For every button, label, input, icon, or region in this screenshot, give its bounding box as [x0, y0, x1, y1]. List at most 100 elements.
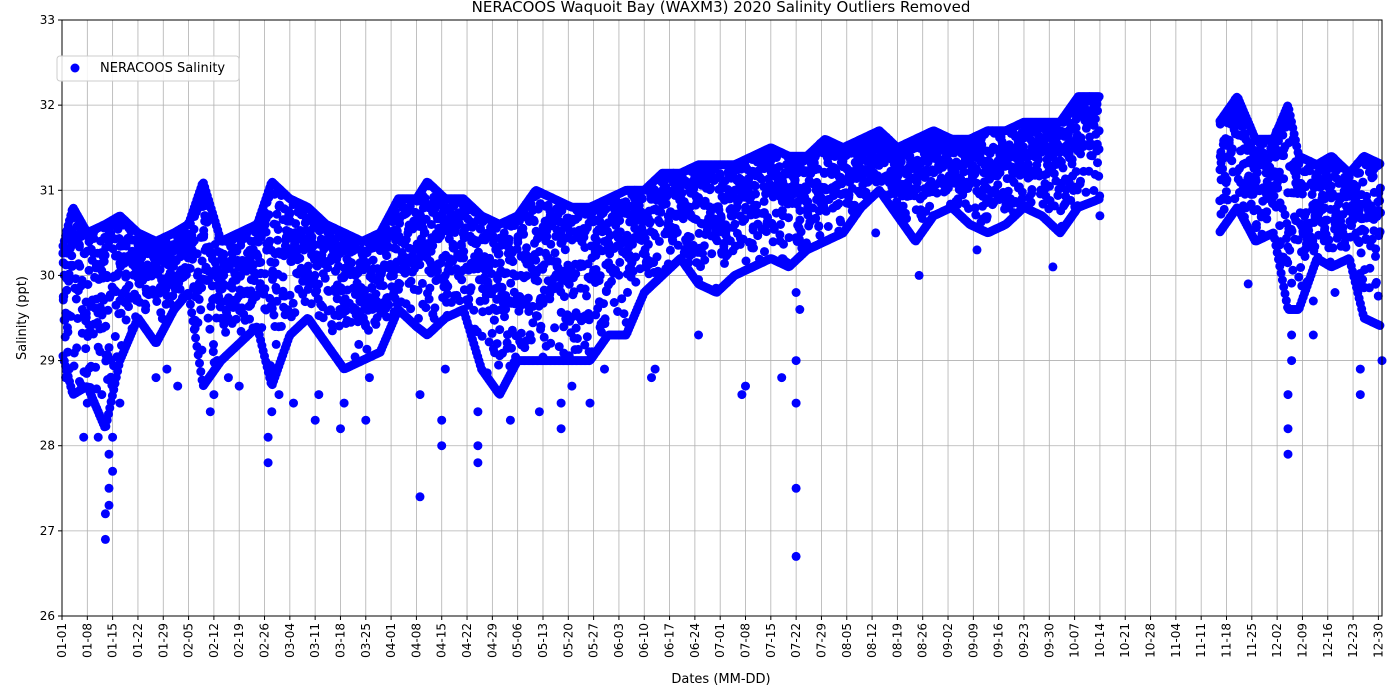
salinity-point [323, 285, 333, 295]
salinity-point [382, 251, 392, 261]
salinity-point [271, 339, 281, 349]
salinity-point [495, 258, 505, 268]
salinity-point [477, 331, 487, 341]
salinity-point [546, 239, 556, 249]
salinity-point [507, 343, 516, 353]
salinity-point [1224, 135, 1234, 145]
salinity-point [912, 184, 922, 194]
salinity-point [318, 313, 328, 323]
salinity-point [550, 248, 560, 258]
salinity-point [175, 284, 185, 294]
salinity-point [504, 234, 514, 244]
salinity-point [1045, 181, 1054, 191]
salinity-point [821, 206, 831, 216]
salinity-point [395, 279, 405, 289]
salinity-point [753, 231, 763, 241]
salinity-point [554, 342, 564, 352]
salinity-point [993, 180, 1003, 190]
salinity-point [802, 185, 812, 195]
salinity-point [1076, 176, 1085, 186]
salinity-point [187, 308, 197, 318]
salinity-point [74, 240, 84, 250]
salinity-point [1058, 163, 1068, 173]
salinity-point [378, 281, 388, 291]
salinity-point [425, 283, 435, 293]
salinity-point [469, 305, 479, 315]
salinity-point [685, 232, 695, 242]
salinity-point [278, 272, 288, 282]
salinity-point [273, 235, 283, 245]
salinity-point [245, 314, 254, 324]
salinity-point [347, 258, 357, 268]
salinity-point [269, 310, 279, 320]
salinity-point [796, 227, 806, 237]
salinity-point [609, 298, 619, 307]
salinity-point [582, 291, 591, 301]
salinity-point [672, 228, 682, 237]
salinity-point [1227, 156, 1237, 166]
salinity-point [489, 315, 499, 325]
salinity-point [749, 243, 758, 253]
salinity-point [795, 215, 805, 225]
salinity-point [484, 337, 494, 347]
salinity-point [382, 312, 392, 322]
salinity-point [236, 240, 246, 250]
salinity-point [572, 334, 582, 343]
salinity-point [208, 347, 218, 357]
salinity-point [72, 343, 82, 353]
salinity-point [152, 297, 162, 306]
salinity-point [1026, 197, 1036, 207]
salinity-point [377, 267, 387, 277]
salinity-point [1027, 185, 1037, 194]
salinity-point [932, 188, 942, 198]
salinity-point [354, 339, 364, 349]
salinity-point [972, 178, 982, 188]
salinity-point [406, 304, 416, 314]
salinity-point [571, 269, 581, 279]
salinity-point [203, 313, 213, 323]
salinity-point [499, 228, 509, 238]
salinity-point [615, 227, 625, 237]
salinity-point [700, 255, 710, 265]
salinity-point [982, 212, 992, 222]
salinity-point [637, 194, 647, 204]
salinity-point [401, 263, 411, 273]
salinity-point [953, 198, 963, 208]
salinity-point [1024, 165, 1034, 175]
salinity-point [64, 269, 74, 279]
salinity-point [699, 241, 709, 251]
salinity-point [487, 328, 497, 338]
salinity-point [1071, 167, 1081, 177]
salinity-point [898, 201, 908, 211]
salinity-point [1094, 92, 1104, 102]
salinity-point [261, 227, 271, 237]
salinity-point [1089, 186, 1099, 195]
salinity-point [1230, 194, 1240, 204]
salinity-point [1226, 148, 1236, 157]
salinity-point [196, 305, 206, 315]
salinity-point [696, 262, 705, 272]
salinity-point [176, 252, 185, 262]
salinity-point [395, 218, 405, 228]
salinity-point [720, 258, 729, 268]
salinity-point [101, 321, 111, 331]
salinity-point [291, 219, 301, 229]
salinity-point [707, 249, 717, 259]
salinity-point [694, 193, 703, 202]
salinity-point [417, 278, 427, 288]
salinity-point [219, 249, 229, 259]
salinity-point [189, 236, 199, 246]
salinity-point [265, 236, 275, 246]
salinity-point [71, 294, 81, 304]
salinity-point [276, 321, 286, 331]
salinity-point [661, 199, 671, 209]
salinity-point [195, 358, 204, 368]
salinity-point [538, 298, 548, 308]
salinity-point [508, 257, 518, 267]
salinity-point [645, 217, 655, 227]
salinity-point [933, 154, 943, 164]
salinity-point [665, 245, 675, 255]
salinity-point [752, 200, 762, 210]
salinity-point [631, 277, 641, 287]
salinity-point [615, 257, 625, 267]
